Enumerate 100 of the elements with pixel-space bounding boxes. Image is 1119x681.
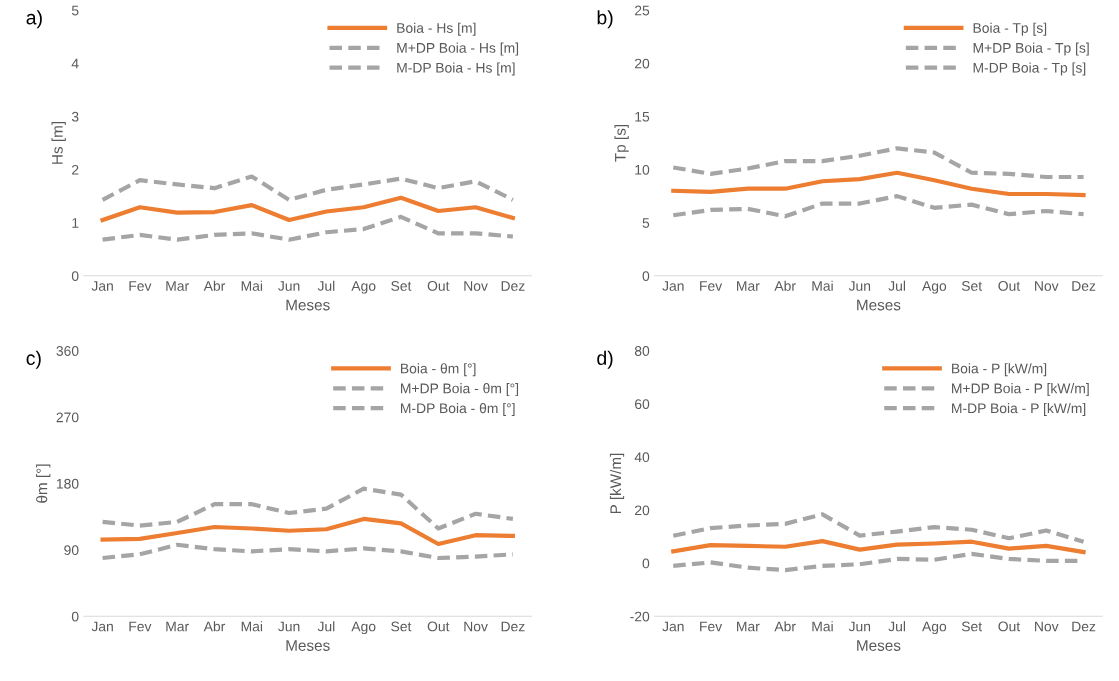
y-tick-label: 2 (72, 164, 79, 175)
x-tick-label: Abr (774, 280, 796, 291)
x-tick-label: Ago (922, 281, 947, 294)
x-tick-label: Dez (1072, 621, 1096, 632)
x-tick-label: Jan (662, 621, 684, 632)
line-series (671, 194, 1086, 219)
x-tick-label: Out (998, 281, 1021, 291)
legend-label: M+DP Boia - Hs [m] (397, 42, 519, 56)
x-tick-label: Jul (317, 621, 335, 632)
x-tick-label: Out (427, 621, 450, 632)
x-tick-label: Fev (700, 281, 723, 291)
y-tick-label: 60 (635, 399, 650, 409)
x-tick-label: Nov (1035, 281, 1059, 291)
chart-title: d) (597, 350, 613, 369)
x-tick-label: Mai (241, 280, 263, 291)
y-tick-label: 360 (56, 346, 79, 356)
y-tick-label: 90 (64, 545, 79, 556)
x-tick-label: Out (427, 281, 450, 291)
x-tick-label: Set (391, 621, 412, 632)
x-tick-label: Ago (351, 281, 376, 294)
x-tick-label: Dez (1072, 281, 1096, 291)
line-series (671, 170, 1086, 198)
legend-label: M-DP Boia - θm [°] (401, 403, 515, 416)
x-axis-title: Meses (286, 640, 330, 651)
x-tick-label: Jun (278, 621, 300, 632)
y-tick-label: 10 (635, 164, 650, 175)
y-tick-label: 20 (635, 505, 650, 516)
x-tick-label: Nov (464, 281, 488, 291)
line-series (100, 174, 515, 202)
y-tick-label: 0 (642, 271, 650, 281)
x-tick-label: Mai (812, 621, 833, 632)
y-axis-title: Tp [s] (614, 125, 629, 162)
x-tick-label: Jan (91, 281, 113, 291)
y-tick-label: 40 (634, 452, 650, 463)
y-tick-label: 80 (634, 346, 650, 356)
x-tick-label: Ago (351, 621, 376, 635)
y-tick-label: 4 (71, 58, 79, 69)
x-tick-label: Set (391, 281, 412, 291)
x-tick-label: Fev (129, 281, 152, 291)
legend-label: M+DP Boia - θm [°] (401, 383, 519, 397)
chart-title: b) (597, 10, 613, 29)
y-tick-label: 0 (71, 271, 79, 281)
x-tick-label: Mai (241, 621, 263, 632)
x-tick-label: Out (998, 621, 1021, 632)
chart-title: a) (26, 10, 42, 29)
x-tick-label: Set (961, 621, 982, 632)
y-tick-label: 20 (635, 58, 650, 69)
y-tick-label: 180 (56, 478, 79, 489)
legend-label: M+DP Boia - P [kW/m] (952, 383, 1089, 397)
y-tick-label: 25 (635, 5, 650, 16)
legend-label: M-DP Boia - Hs [m] (397, 62, 515, 76)
x-tick-label: Jun (848, 281, 871, 291)
x-tick-label: Dez (501, 621, 525, 632)
y-tick-label: -20 (630, 611, 650, 622)
x-tick-label: Jan (662, 281, 684, 291)
x-tick-label: Jul (888, 621, 906, 632)
x-axis-title: Meses (286, 299, 330, 311)
y-axis-title: θm [°] (36, 464, 51, 503)
x-tick-label: Mar (737, 281, 760, 291)
line-series (671, 146, 1086, 180)
legend-label: M-DP Boia - Tp [s] (973, 62, 1086, 76)
y-tick-label: 5 (642, 218, 650, 228)
x-tick-label: Fev (129, 621, 152, 632)
x-tick-label: Fev (700, 621, 723, 632)
line-series (100, 486, 515, 531)
x-tick-label: Nov (464, 621, 488, 632)
legend-label: Boia - P [kW/m] (952, 363, 1047, 377)
line-series (671, 539, 1086, 555)
line-series (100, 195, 515, 223)
x-tick-label: Abr (774, 621, 796, 632)
chart-title: c) (26, 350, 41, 369)
line-series (100, 542, 515, 561)
legend-label: M-DP Boia - P [kW/m] (952, 403, 1086, 416)
y-tick-label: 15 (635, 111, 650, 122)
y-tick-label: 3 (71, 111, 79, 122)
y-axis-title: P [kW/m] (609, 453, 625, 514)
x-tick-label: Mar (166, 281, 189, 291)
x-tick-label: Ago (922, 621, 947, 635)
x-tick-label: Abr (203, 280, 226, 291)
legend-label: Boia - Tp [s] (973, 22, 1047, 36)
x-tick-label: Jan (91, 621, 113, 632)
x-tick-label: Mar (737, 621, 760, 632)
y-tick-label: 5 (71, 5, 79, 16)
x-tick-label: Dez (501, 281, 525, 291)
x-tick-label: Mai (812, 280, 833, 291)
x-tick-label: Jul (888, 280, 906, 291)
x-tick-label: Set (961, 281, 982, 291)
line-series (100, 214, 515, 242)
x-tick-label: Jun (848, 621, 871, 632)
line-series (671, 512, 1086, 544)
y-tick-label: 270 (56, 412, 79, 423)
x-tick-label: Nov (1035, 621, 1059, 632)
x-tick-label: Jul (317, 280, 335, 291)
x-tick-label: Jun (278, 281, 300, 291)
y-axis-title: Hs [m] (51, 122, 66, 164)
line-series (100, 516, 515, 547)
legend-label: Boia - θm [°] (401, 363, 476, 377)
y-tick-label: 1 (72, 218, 79, 228)
x-tick-label: Abr (203, 621, 226, 632)
y-tick-label: 0 (642, 558, 650, 569)
